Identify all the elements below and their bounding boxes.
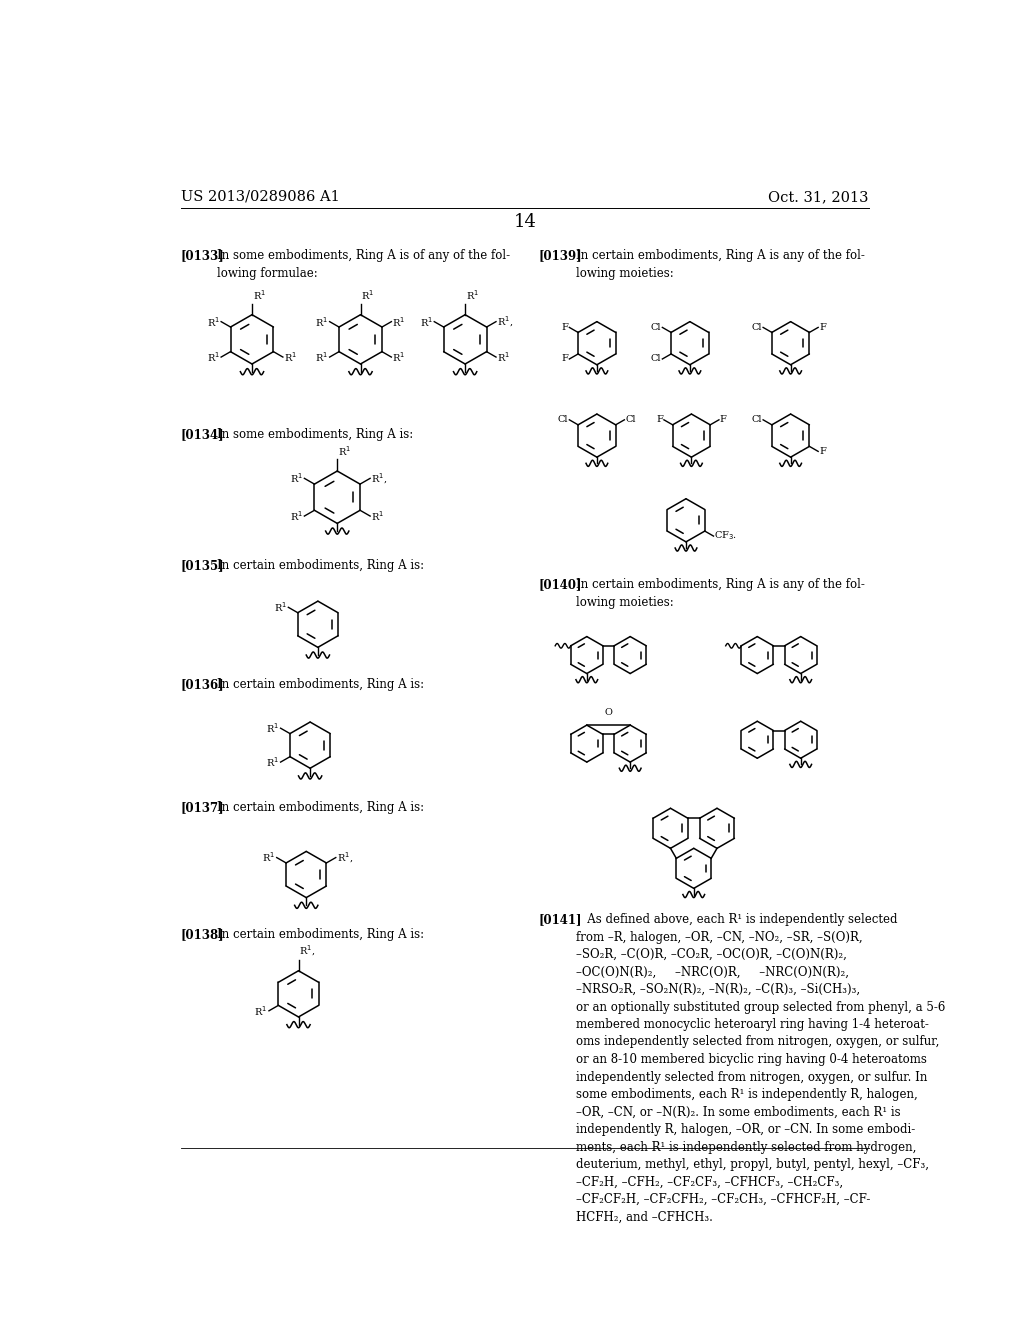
Text: As defined above, each R¹ is independently selected
from –R, halogen, –OR, –CN, : As defined above, each R¹ is independent… bbox=[575, 913, 945, 1224]
Text: R$^1$: R$^1$ bbox=[466, 289, 479, 302]
Text: R$^1$: R$^1$ bbox=[392, 314, 406, 329]
Text: R$^1$: R$^1$ bbox=[266, 721, 280, 735]
Text: [0133]: [0133] bbox=[180, 249, 224, 263]
Text: In certain embodiments, Ring A is:: In certain embodiments, Ring A is: bbox=[217, 678, 424, 692]
Text: Cl: Cl bbox=[650, 323, 660, 331]
Text: R$^1$,: R$^1$, bbox=[299, 944, 315, 958]
Text: R$^1$: R$^1$ bbox=[392, 350, 406, 364]
Text: In certain embodiments, Ring A is:: In certain embodiments, Ring A is: bbox=[217, 928, 424, 941]
Text: Cl: Cl bbox=[751, 416, 762, 424]
Text: Cl: Cl bbox=[626, 416, 636, 424]
Text: Cl: Cl bbox=[751, 323, 762, 331]
Text: R$^1$: R$^1$ bbox=[290, 510, 303, 523]
Text: R$^1$: R$^1$ bbox=[420, 314, 433, 329]
Text: F: F bbox=[562, 323, 568, 331]
Text: [0134]: [0134] bbox=[180, 428, 224, 441]
Text: F: F bbox=[720, 416, 727, 424]
Text: In certain embodiments, Ring A is:: In certain embodiments, Ring A is: bbox=[217, 801, 424, 814]
Text: R$^1$: R$^1$ bbox=[266, 755, 280, 770]
Text: CF$_3$.: CF$_3$. bbox=[715, 529, 737, 543]
Text: [0138]: [0138] bbox=[180, 928, 224, 941]
Text: R$^1$: R$^1$ bbox=[253, 289, 266, 302]
Text: Cl: Cl bbox=[650, 355, 660, 363]
Text: In certain embodiments, Ring A is any of the fol-
lowing moieties:: In certain embodiments, Ring A is any of… bbox=[575, 578, 865, 609]
Text: US 2013/0289086 A1: US 2013/0289086 A1 bbox=[180, 190, 339, 203]
Text: O: O bbox=[604, 709, 612, 718]
Text: R$^1$: R$^1$ bbox=[207, 350, 219, 364]
Text: R$^1$: R$^1$ bbox=[315, 350, 328, 364]
Text: In some embodiments, Ring A is:: In some embodiments, Ring A is: bbox=[217, 428, 414, 441]
Text: [0139]: [0139] bbox=[539, 249, 583, 263]
Text: R$^1$: R$^1$ bbox=[371, 510, 384, 523]
Text: Oct. 31, 2013: Oct. 31, 2013 bbox=[768, 190, 869, 203]
Text: [0137]: [0137] bbox=[180, 801, 224, 814]
Text: R$^1$,: R$^1$, bbox=[337, 850, 353, 865]
Text: R$^1$,: R$^1$, bbox=[371, 471, 387, 486]
Text: In some embodiments, Ring A is of any of the fol-
lowing formulae:: In some embodiments, Ring A is of any of… bbox=[217, 249, 510, 280]
Text: R$^1$: R$^1$ bbox=[338, 444, 351, 458]
Text: [0135]: [0135] bbox=[180, 558, 224, 572]
Text: R$^1$: R$^1$ bbox=[290, 471, 303, 486]
Text: R$^1$: R$^1$ bbox=[497, 350, 510, 364]
Text: [0136]: [0136] bbox=[180, 678, 224, 692]
Text: F: F bbox=[819, 323, 825, 331]
Text: F: F bbox=[819, 447, 825, 455]
Text: R$^1$: R$^1$ bbox=[315, 314, 328, 329]
Text: 14: 14 bbox=[513, 213, 537, 231]
Text: [0141]: [0141] bbox=[539, 913, 583, 927]
Text: R$^1$: R$^1$ bbox=[207, 314, 219, 329]
Text: In certain embodiments, Ring A is any of the fol-
lowing moieties:: In certain embodiments, Ring A is any of… bbox=[575, 249, 865, 280]
Text: In certain embodiments, Ring A is:: In certain embodiments, Ring A is: bbox=[217, 558, 424, 572]
Text: Cl: Cl bbox=[557, 416, 567, 424]
Text: R$^1$: R$^1$ bbox=[361, 289, 375, 302]
Text: R$^1$,: R$^1$, bbox=[497, 314, 513, 329]
Text: [0140]: [0140] bbox=[539, 578, 583, 591]
Text: F: F bbox=[656, 416, 664, 424]
Text: R$^1$: R$^1$ bbox=[262, 850, 275, 865]
Text: F: F bbox=[562, 355, 568, 363]
Text: R$^1$: R$^1$ bbox=[284, 350, 297, 364]
Text: R$^1$: R$^1$ bbox=[273, 601, 287, 614]
Text: R$^1$: R$^1$ bbox=[254, 1005, 267, 1018]
